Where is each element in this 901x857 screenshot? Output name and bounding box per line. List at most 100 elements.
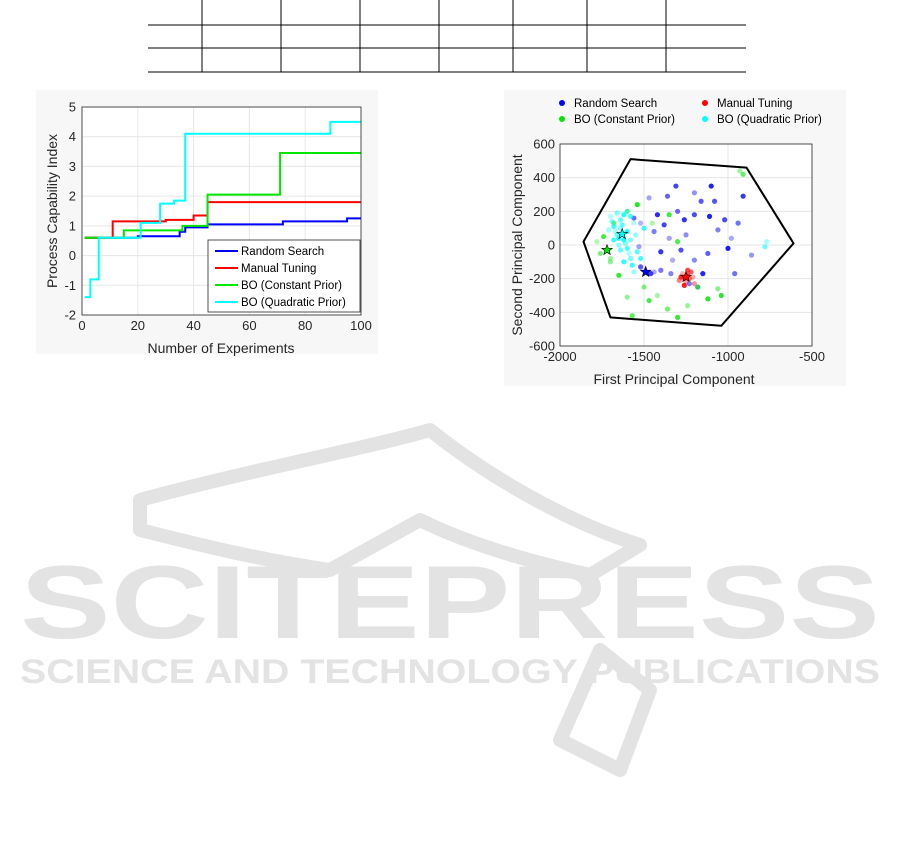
watermark: SCITEPRESS SCIENCE AND TECHNOLOGY PUBLIC… (20, 423, 880, 777)
plot-border (559, 143, 813, 347)
data-point-random-search (681, 217, 687, 223)
x-axis-label: Number of Experiments (147, 340, 294, 356)
data-point-bo-quadratic-prior (609, 218, 615, 225)
x-tick-label: -500 (799, 349, 825, 364)
y-tick-label: 600 (533, 137, 555, 152)
data-point-bo-quadratic-prior (619, 222, 625, 228)
y-tick-label: 200 (533, 204, 555, 219)
legend-marker (559, 100, 565, 106)
data-point-random-search (748, 252, 755, 258)
legend-marker (702, 116, 708, 122)
data-point-random-search (675, 208, 681, 214)
x-tick-label: -1500 (627, 349, 660, 364)
data-point-bo-quadratic-prior (624, 208, 630, 214)
y-tick-label: 2 (69, 189, 76, 204)
data-point-random-search (700, 271, 706, 277)
x-tick-label: 60 (242, 318, 256, 333)
data-point-bo-constant-prior (624, 208, 630, 214)
watermark-book-icon (133, 423, 657, 777)
legend-label: BO (Quadratic Prior) (241, 297, 346, 309)
data-point-bo-constant-prior (695, 284, 701, 290)
watermark-brand: SCITEPRESS (20, 545, 880, 661)
data-point-random-search (708, 183, 714, 189)
best-star-manual-tuning (679, 270, 693, 283)
data-point-bo-constant-prior (718, 292, 724, 299)
data-point-bo-quadratic-prior (627, 213, 634, 219)
data-point-random-search (669, 257, 676, 263)
data-point-bo-constant-prior (597, 250, 603, 257)
line-chart: 0 20 40 60 80 100 -2 -1 0 1 2 3 4 5 Number of Experim… (36, 90, 378, 356)
data-point-bo-constant-prior (740, 171, 746, 177)
legend-label: BO (Constant Prior) (241, 280, 342, 292)
data-point-bo-constant-prior (634, 202, 640, 208)
x-tick-label: 40 (186, 318, 200, 333)
data-point-bo-quadratic-prior (764, 239, 770, 245)
data-point-bo-quadratic-prior (626, 250, 632, 257)
legend-label: Random Search (241, 246, 324, 258)
x-tick-label: 0 (78, 318, 85, 333)
table-fragment (148, 0, 746, 73)
series-lines (84, 120, 361, 299)
data-point-bo-quadratic-prior (621, 212, 627, 218)
data-point-bo-constant-prior (675, 314, 681, 320)
data-point-random-search (651, 269, 657, 275)
data-point-bo-quadratic-prior (607, 213, 614, 219)
y-tick-label: -2 (64, 308, 76, 323)
data-point-bo-quadratic-prior (624, 245, 630, 251)
y-tick-label: 0 (548, 238, 555, 253)
data-point-bo-constant-prior (737, 168, 743, 174)
data-point-random-search (686, 281, 692, 287)
series-line-bo-quadratic-prior (84, 120, 361, 299)
y-tick-label: 5 (69, 100, 76, 115)
data-point-random-search (705, 250, 711, 257)
data-point-bo-quadratic-prior (631, 269, 637, 275)
legend-marker (702, 100, 708, 106)
legend: Random Search Manual Tuning BO (Constant P… (207, 239, 361, 313)
x-tick-label: 20 (131, 318, 145, 333)
scatter-points (594, 168, 770, 320)
y-tick-label: -200 (529, 271, 555, 286)
y-axis-label: Process Capability Index (44, 134, 60, 288)
data-point-manual-tuning (690, 274, 696, 280)
legend-label: BO (Constant Prior) (574, 114, 675, 126)
data-point-random-search (664, 193, 671, 199)
data-point-bo-constant-prior (649, 220, 656, 226)
data-point-random-search (698, 198, 704, 204)
data-point-random-search (725, 245, 731, 251)
data-point-bo-constant-prior (646, 297, 652, 304)
series-line-bo-constant-prior (84, 152, 361, 239)
data-point-bo-constant-prior (654, 292, 661, 299)
legend-label: Manual Tuning (717, 98, 792, 110)
data-point-random-search (691, 190, 698, 196)
data-point-manual-tuning (685, 267, 691, 273)
data-point-random-search (728, 235, 734, 241)
data-point-random-search (658, 249, 664, 255)
y-tick-label: -1 (64, 278, 76, 293)
data-point-bo-quadratic-prior (621, 259, 627, 265)
data-point-bo-constant-prior (594, 239, 600, 245)
data-point-bo-constant-prior (607, 259, 614, 265)
data-point-random-search (732, 271, 738, 277)
y-tick-label: 1 (69, 218, 76, 233)
y-axis-label: Second Principal Component (509, 154, 525, 335)
data-point-random-search (668, 271, 674, 277)
best-star-bo-quadratic-prior (616, 227, 629, 240)
data-point-bo-quadratic-prior (616, 242, 622, 248)
data-point-random-search (654, 212, 661, 218)
y-tick-label: 4 (69, 129, 76, 144)
best-star-random-search (639, 265, 652, 278)
data-point-random-search (691, 257, 698, 263)
data-point-random-search (651, 228, 657, 235)
data-point-bo-quadratic-prior (627, 255, 634, 262)
data-point-bo-quadratic-prior (634, 249, 640, 255)
data-point-random-search (715, 227, 721, 233)
data-point-random-search (706, 213, 713, 219)
data-point-bo-constant-prior (624, 294, 630, 300)
data-point-bo-quadratic-prior (614, 210, 620, 216)
data-point-bo-quadratic-prior (611, 237, 617, 243)
data-point-random-search (646, 195, 652, 201)
data-point-random-search (666, 235, 672, 241)
data-point-bo-constant-prior (616, 272, 622, 278)
